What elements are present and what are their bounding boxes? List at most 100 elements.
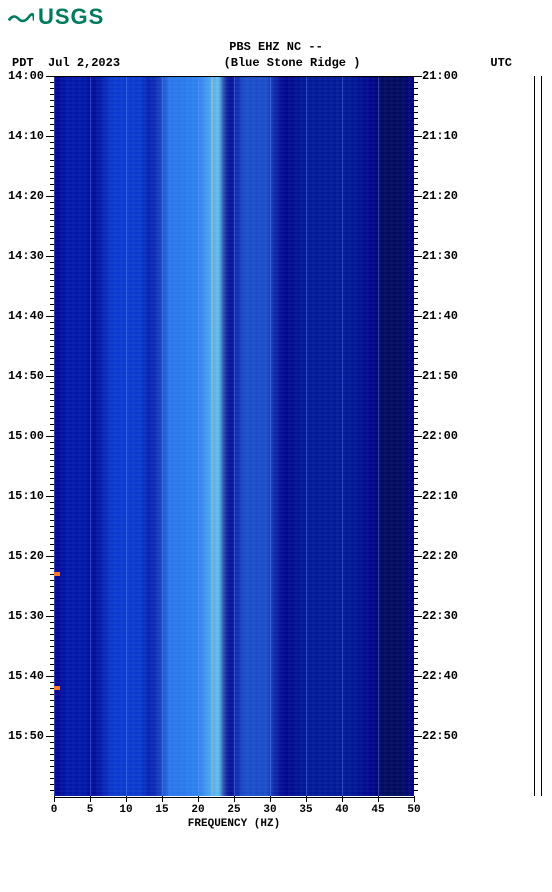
tick-minor [414,226,418,227]
tick-major [46,376,54,377]
gridline [306,76,307,796]
tick-minor [414,754,418,755]
tick-minor [414,586,418,587]
tick-minor [414,352,418,353]
tick-minor [414,430,418,431]
tick-minor [414,286,418,287]
tick-minor [414,238,418,239]
tick-minor [414,172,418,173]
usgs-logo: USGS [0,0,552,34]
tick-minor [414,370,418,371]
y-label: 22:30 [422,609,458,623]
y-label: 15:00 [8,429,44,443]
tick-minor [414,670,418,671]
tick-minor [414,340,418,341]
tick-minor [414,412,418,413]
y-label: 22:40 [422,669,458,683]
tick-major [46,196,54,197]
tick-minor [414,202,418,203]
tick-minor [414,166,418,167]
tick-minor [414,592,418,593]
gridline [378,76,379,796]
tick-major [46,676,54,677]
tick-minor [414,766,418,767]
colorbar-frame [534,76,542,796]
tick-minor [414,142,418,143]
y-label: 21:10 [422,129,458,143]
tick-minor [414,160,418,161]
tick-minor [414,694,418,695]
tick-minor [414,418,418,419]
date: Jul 2,2023 [48,56,120,70]
tick-minor [414,454,418,455]
tick-minor [414,424,418,425]
gridline [198,76,199,796]
x-axis-title: FREQUENCY (HZ) [188,818,280,830]
tick-major [46,736,54,737]
tz-left: PDT [12,56,34,70]
tick-minor [414,358,418,359]
tick-major [46,496,54,497]
event-mark [54,572,60,576]
tick-minor [414,346,418,347]
tick-minor [414,214,418,215]
tick-minor [414,304,418,305]
tick-minor [414,280,418,281]
tick-major [414,736,422,737]
tick-minor [414,664,418,665]
tick-minor [414,124,418,125]
gridline [342,76,343,796]
tick-minor [414,658,418,659]
x-tick [270,796,271,802]
tick-minor [414,538,418,539]
tick-minor [414,490,418,491]
x-tick [306,796,307,802]
tick-minor [414,382,418,383]
tick-minor [414,394,418,395]
spectrogram-chart: 14:0014:1014:2014:3014:4014:5015:0015:10… [0,76,552,816]
tick-minor [414,508,418,509]
y-label: 15:20 [8,549,44,563]
tick-minor [414,580,418,581]
tick-minor [414,610,418,611]
tick-minor [414,466,418,467]
gridline [234,76,235,796]
x-label: 15 [155,804,168,816]
tick-major [414,556,422,557]
x-tick [378,796,379,802]
tick-minor [414,682,418,683]
tick-minor [414,460,418,461]
tick-minor [414,700,418,701]
tick-minor [414,514,418,515]
tick-minor [414,622,418,623]
tick-minor [414,724,418,725]
tick-minor [414,784,418,785]
tick-minor [414,634,418,635]
y-label: 21:50 [422,369,458,383]
x-axis: FREQUENCY (HZ) 05101520253035404550 [54,796,414,836]
y-label: 22:20 [422,549,458,563]
x-tick [234,796,235,802]
tick-minor [414,706,418,707]
x-tick [342,796,343,802]
tick-major [414,196,422,197]
tick-major [414,676,422,677]
logo-text: USGS [38,4,104,30]
x-label: 5 [87,804,94,816]
tick-major [414,376,422,377]
tick-major [414,496,422,497]
tick-minor [414,550,418,551]
x-tick [162,796,163,802]
y-label: 14:30 [8,249,44,263]
tick-minor [414,544,418,545]
gridline [126,76,127,796]
tick-major [414,136,422,137]
tick-minor [414,298,418,299]
tick-minor [414,154,418,155]
wave-icon [8,7,34,27]
tick-minor [414,100,418,101]
gridline [90,76,91,796]
tick-minor [414,646,418,647]
tick-minor [414,598,418,599]
tick-minor [414,400,418,401]
